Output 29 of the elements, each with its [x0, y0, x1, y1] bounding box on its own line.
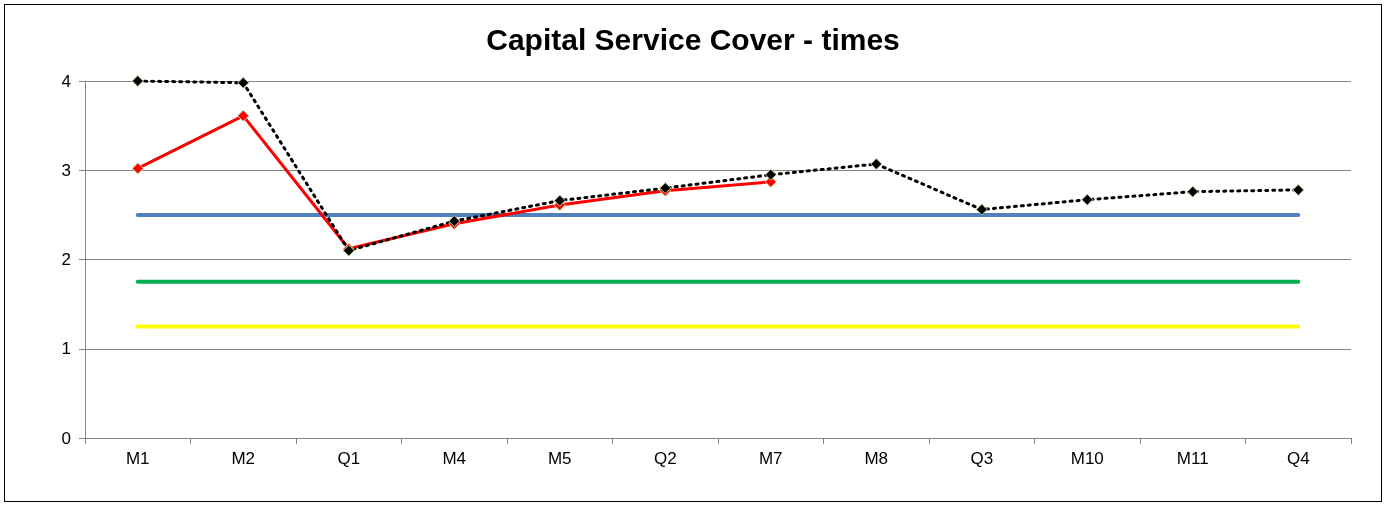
point — [237, 76, 250, 89]
x-tick-label: Q3 — [970, 449, 994, 468]
x-tick-label: M11 — [1176, 449, 1209, 468]
y-tick-label: 3 — [61, 160, 71, 180]
x-tick-label: Q2 — [653, 449, 677, 468]
x-tick-label: M2 — [231, 449, 256, 468]
x-tick-label: M8 — [864, 449, 889, 468]
x-tick-label: Q4 — [1286, 449, 1310, 468]
point — [237, 109, 250, 122]
point — [764, 168, 777, 181]
point — [131, 75, 144, 87]
x-tick-label: M1 — [125, 449, 150, 468]
chart-title: Capital Service Cover - times — [486, 22, 900, 56]
x-tick-label: M7 — [758, 449, 783, 468]
x-tick-label: M10 — [1070, 449, 1104, 468]
point — [975, 203, 988, 216]
point — [1186, 185, 1199, 198]
y-tick-label: 1 — [61, 339, 71, 359]
x-tick-label: M5 — [547, 449, 572, 468]
point — [131, 162, 144, 175]
y-tick-label: 2 — [61, 250, 71, 269]
y-tick-label: 4 — [61, 71, 71, 91]
y-tick-label: 0 — [61, 428, 71, 448]
point — [1081, 193, 1094, 206]
point — [553, 194, 566, 207]
point — [870, 158, 883, 170]
x-tick-label: M4 — [442, 449, 467, 468]
x-tick-label: Q1 — [337, 449, 361, 468]
point — [1292, 183, 1305, 196]
